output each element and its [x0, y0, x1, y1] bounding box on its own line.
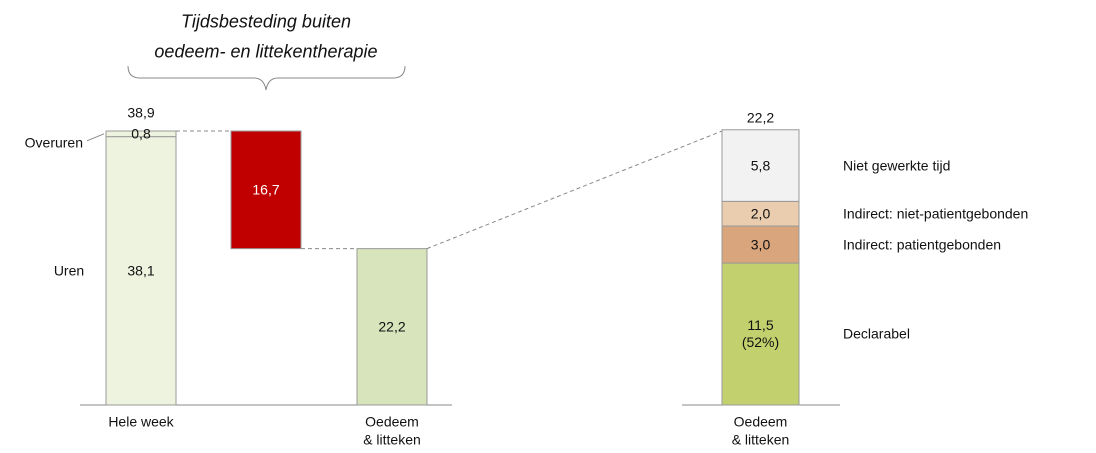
value-label: 38,1	[127, 262, 155, 279]
segment-name: Uren	[53, 262, 85, 279]
total-label: 38,9	[127, 104, 155, 121]
bar-segment	[105, 136, 177, 406]
value-label: 3,0	[750, 236, 771, 253]
legend-label: Niet gewerkte tijd	[843, 157, 951, 174]
x-tick-label: & litteken	[731, 431, 790, 448]
x-tick-label: Hele week	[108, 413, 174, 430]
legend-label: Indirect: patientgebonden	[843, 236, 1002, 253]
bar-delta	[230, 130, 302, 250]
brace	[127, 65, 406, 91]
x-tick-label: Oedeem	[733, 413, 788, 430]
bar-segment	[721, 129, 800, 202]
value-label: 16,7	[252, 181, 280, 198]
leader-line	[86, 133, 105, 142]
x-tick-label: Oedeem	[365, 413, 419, 430]
value-label: 11,5 (52%)	[741, 317, 780, 351]
value-label: 2,0	[750, 205, 771, 222]
legend-label: Declarabel	[843, 325, 910, 342]
value-label: 0,8	[131, 125, 151, 142]
bar	[356, 248, 428, 406]
bar-segment	[105, 130, 177, 138]
value-label: 22,2	[378, 318, 406, 335]
annotation: Tijdsbesteding buiten	[181, 11, 351, 32]
value-label: 5,8	[750, 157, 771, 174]
legend-label: Indirect: niet-patientgebonden	[843, 205, 1029, 222]
x-tick-label: & litteken	[363, 431, 421, 448]
segment-name: Overuren	[24, 134, 83, 151]
annotation: oedeem- en littekentherapie	[154, 41, 378, 62]
total-label: 22,2	[746, 109, 775, 126]
connector	[426, 130, 723, 250]
